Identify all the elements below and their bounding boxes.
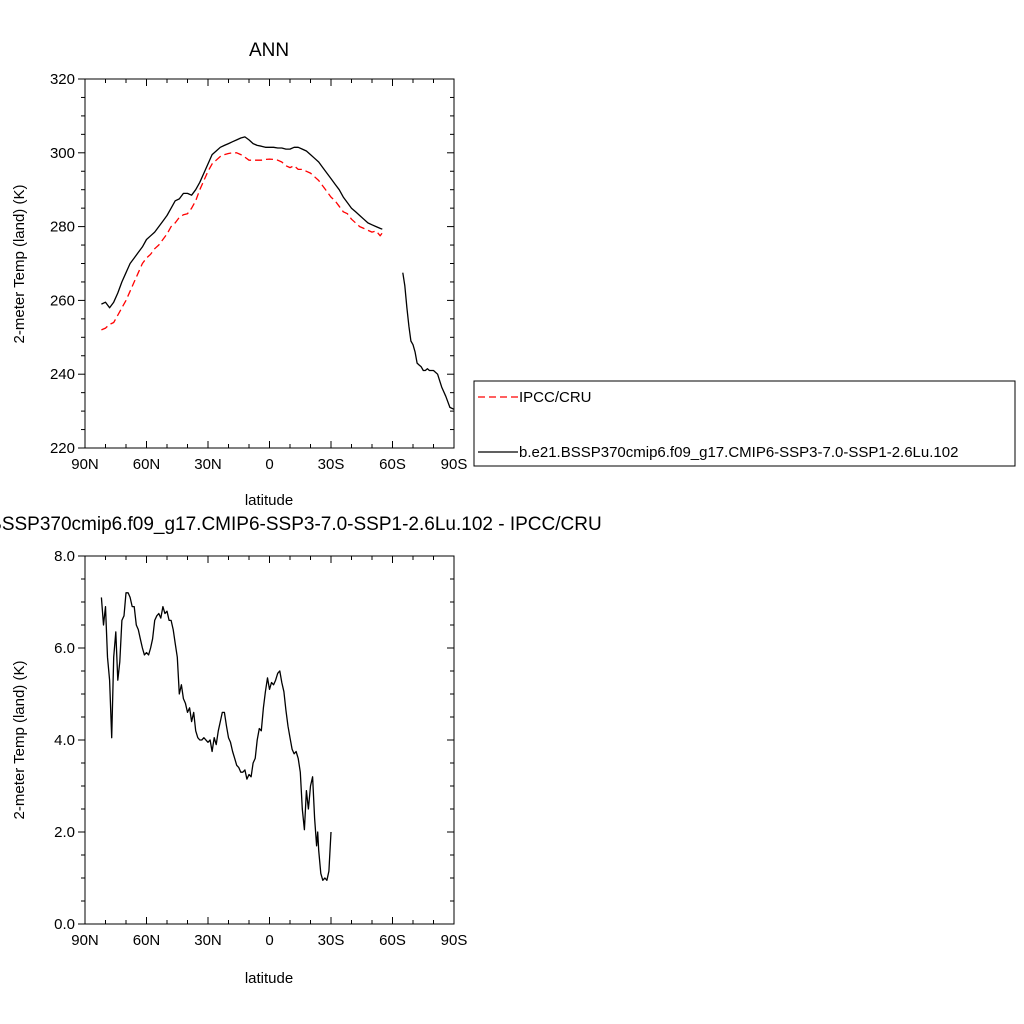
y-tick-label: 2.0 <box>54 824 75 841</box>
x-tick-label: 60N <box>133 932 161 949</box>
y-tick-label: 6.0 <box>54 640 75 657</box>
axes-ticks: 90N 60N 30N 0 30S 60S 90S 0.0 2.0 4.0 6.0 8.0 <box>54 548 467 949</box>
y-tick-label: 4.0 <box>54 732 75 749</box>
series-lines <box>100 592 332 881</box>
difference-panel: b.e21.BSSP370cmip6.f09_g17.CMIP6-SSP3-7.… <box>0 514 602 987</box>
chart-title: ANN <box>249 40 289 61</box>
y-tick-label: 300 <box>50 145 75 162</box>
y-tick-label: 240 <box>50 366 75 383</box>
x-tick-label: 90S <box>441 456 468 473</box>
y-axis-label: 2-meter Temp (land) (K) <box>11 661 28 820</box>
series-line-0 <box>100 592 332 881</box>
x-tick-label: 30N <box>194 932 222 949</box>
y-tick-label: 8.0 <box>54 548 75 565</box>
x-tick-label: 90N <box>71 456 99 473</box>
annual-temperature-panel: ANN 2-meter Temp (land) (K) latitude 90N… <box>11 40 467 509</box>
legend-box <box>473 380 1016 467</box>
chart-title: b.e21.BSSP370cmip6.f09_g17.CMIP6-SSP3-7.… <box>0 514 602 535</box>
plot-frame <box>84 555 455 925</box>
legend-item-observed: IPCC/CRU <box>478 389 592 406</box>
x-tick-label: 60N <box>133 456 161 473</box>
x-tick-label: 60S <box>379 456 406 473</box>
y-tick-label: 260 <box>50 292 75 309</box>
series-lines <box>101 136 455 410</box>
axes-ticks: 90N 60N 30N 0 30S 60S 90S 220 240 260 280 300 320 <box>50 71 467 473</box>
x-axis-label: latitude <box>245 492 293 509</box>
x-tick-label: 0 <box>265 932 273 949</box>
x-tick-label: 90S <box>441 932 468 949</box>
x-tick-label: 90N <box>71 932 99 949</box>
x-tick-label: 30S <box>318 456 345 473</box>
x-tick-label: 60S <box>379 932 406 949</box>
y-tick-label: 220 <box>50 440 75 457</box>
legend-label-model: b.e21.BSSP370cmip6.f09_g17.CMIP6-SSP3-7.… <box>519 444 958 461</box>
y-tick-label: 0.0 <box>54 916 75 933</box>
plot-frame <box>84 78 455 449</box>
x-tick-label: 30N <box>194 456 222 473</box>
x-tick-label: 30S <box>318 932 345 949</box>
x-axis-label: latitude <box>245 970 293 987</box>
legend-label-observed: IPCC/CRU <box>519 389 592 406</box>
x-tick-label: 0 <box>265 456 273 473</box>
y-tick-label: 320 <box>50 71 75 88</box>
legend: IPCC/CRU b.e21.BSSP370cmip6.f09_g17.CMIP… <box>473 380 1016 467</box>
series-line-1 <box>101 136 455 410</box>
series-line-0 <box>101 152 383 331</box>
y-axis-label: 2-meter Temp (land) (K) <box>11 185 28 344</box>
y-tick-label: 280 <box>50 219 75 236</box>
legend-item-model: b.e21.BSSP370cmip6.f09_g17.CMIP6-SSP3-7.… <box>478 444 958 461</box>
